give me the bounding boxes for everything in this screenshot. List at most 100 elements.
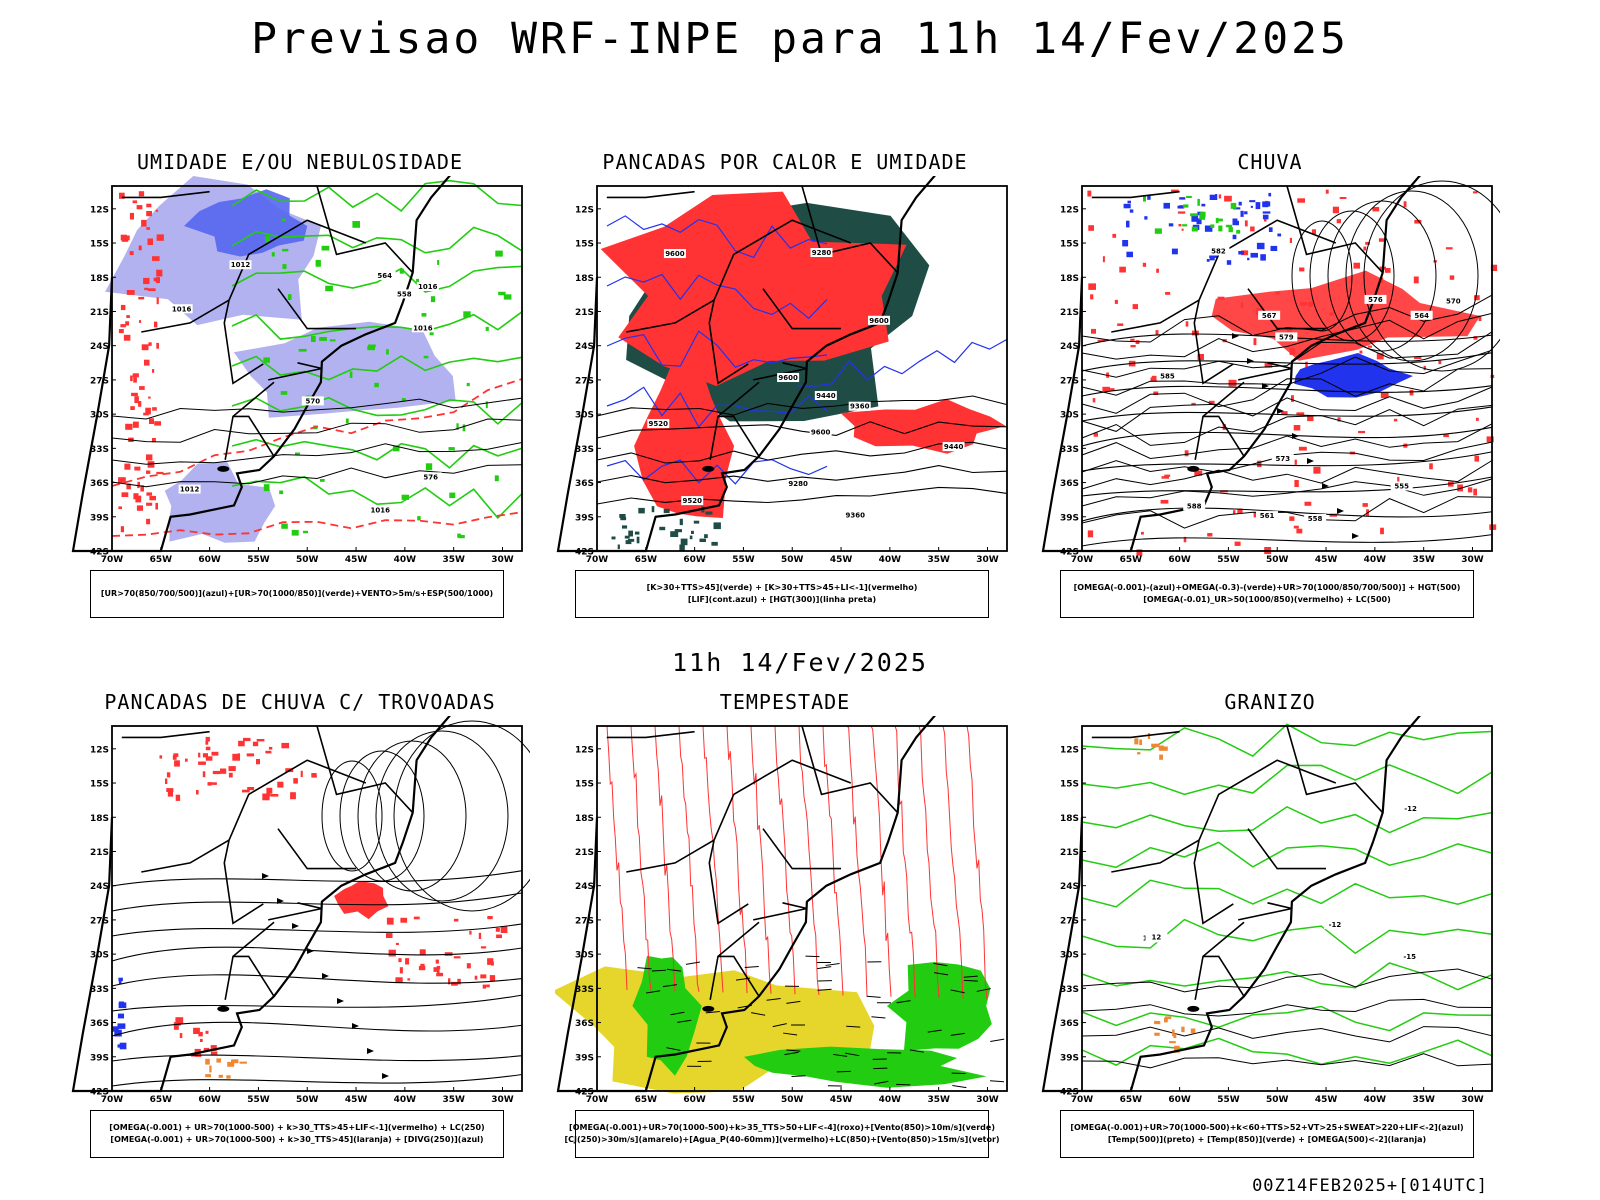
state-border [1203, 415, 1245, 457]
lon-label: 55W [247, 555, 270, 565]
contour-label: 582 [1211, 247, 1226, 255]
wind-arrow [262, 873, 269, 879]
lat-label: 21S [1060, 308, 1079, 318]
state-border [606, 190, 695, 199]
wind-arrow [1247, 358, 1254, 364]
contour-label: 9280 [812, 249, 832, 257]
state-border [233, 955, 275, 997]
lat-label: 39S [575, 513, 594, 523]
panel-trovoadas: PANCADAS DE CHUVA C/ TROVOADAS 12S 15S 18S… [70, 690, 530, 1160]
lon-label: 50W [296, 1095, 319, 1105]
map-background [112, 726, 522, 1091]
storm-speckles [386, 916, 508, 989]
panel-legend: [K>30+TTS>45](verde) + [K>30+TTS>45+LI<-… [575, 570, 989, 618]
lat-label: 36S [575, 479, 594, 489]
contour-label: 1016 [172, 305, 192, 313]
state-border [718, 955, 760, 997]
streamline [393, 720, 530, 912]
wind-arrow [382, 1073, 389, 1079]
panel-title: PANCADAS DE CHUVA C/ TROVOADAS [104, 690, 496, 714]
water-contour [894, 725, 916, 998]
lat-label: 39S [90, 513, 109, 523]
lat-label: 27S [575, 916, 594, 926]
streamline [111, 1054, 523, 1062]
contour-label: 585 [1160, 372, 1175, 380]
lat-label: 36S [90, 1019, 109, 1029]
state-border [606, 730, 695, 739]
state-border [1111, 299, 1200, 333]
contour-line [596, 395, 1008, 417]
panel-legend: [OMEGA(-0.001) + UR>70(1000-500) + k>30_… [90, 1110, 504, 1158]
state-border [1193, 299, 1234, 385]
wind-vector [772, 1023, 787, 1028]
wind-vector [927, 1029, 942, 1033]
lon-label: 65W [1120, 555, 1143, 565]
streamline [1081, 352, 1493, 372]
contour-label: 12 [1152, 934, 1162, 942]
temp500-contour [1081, 968, 1493, 993]
map-frame [596, 725, 1008, 1092]
lon-label: 45W [345, 1095, 368, 1105]
wind-vector [845, 1052, 860, 1057]
coastline [71, 176, 451, 553]
state-border [233, 415, 275, 457]
map-chuva[interactable]: 585 582 579 576 573 570 567 564 561 558 555 588 12S 1… [1040, 176, 1500, 566]
state-border [121, 190, 210, 199]
panel-title: CHUVA [1237, 150, 1303, 174]
map-granizo[interactable]: -12-15-12121212S15S18S21S24S27S30S33S36S… [1040, 716, 1500, 1106]
contour-line [596, 421, 1008, 439]
wind-area [632, 955, 702, 1076]
lon-label: 50W [1266, 555, 1289, 565]
wind-area [886, 962, 992, 1051]
lat-label: 27S [1060, 916, 1079, 926]
lat-label: 15S [575, 780, 594, 790]
legend-line: [OMEGA(-0.001)-(azul)+OMEGA(-0.3)-(verde… [1073, 583, 1461, 592]
map-pancadas-calor[interactable]: 9600 9600 9520 9440 9360 9280 9600 9520 9440 9360… [555, 176, 1015, 566]
lifted-index-contour [606, 330, 828, 369]
temp850-contour [1081, 962, 1493, 991]
wind-vector [751, 1012, 766, 1016]
moisture-contour [231, 396, 523, 425]
map-umidade[interactable]: 1012 1016 1016 1016 1016 1012 576 570 564 558 12S 1… [70, 176, 530, 566]
moisture-contour [231, 265, 523, 293]
state-border [1198, 219, 1337, 301]
wind-vector [817, 988, 832, 991]
lat-label: 15S [1060, 780, 1079, 790]
wind-arrow [1322, 483, 1329, 489]
lon-label: 45W [830, 1095, 853, 1105]
lon-label: 55W [247, 1095, 270, 1105]
state-border [223, 299, 264, 385]
lon-label: 65W [150, 1095, 173, 1105]
legend-line: [K>30+TTS>45](verde) + [K>30+TTS>45+LI<-… [646, 583, 918, 592]
wind-arrow [1277, 408, 1284, 414]
lat-label: 18S [1060, 814, 1079, 824]
state-border [753, 902, 808, 921]
lat-label: 15S [90, 780, 109, 790]
streamline [375, 730, 509, 902]
lat-label: 33S [1060, 985, 1079, 995]
wind-vector [677, 1019, 692, 1023]
wind-vector [825, 963, 840, 966]
wind-arrow [277, 898, 284, 904]
state-border [708, 839, 749, 925]
streamline [111, 1021, 523, 1037]
lon-label: 50W [781, 555, 804, 565]
temp850-contour [1081, 1005, 1493, 1032]
wind-vector [873, 1067, 888, 1070]
lat-label: 30S [90, 951, 109, 961]
lon-label: 30W [491, 1095, 514, 1105]
lat-label: 42S [575, 1088, 594, 1098]
lat-label: 39S [575, 1053, 594, 1063]
contour-label: -12 [1404, 805, 1417, 813]
lat-label: 39S [1060, 1053, 1079, 1063]
panel-title: TEMPESTADE [719, 690, 851, 714]
wind-vector [817, 966, 832, 970]
wind-vector [896, 1083, 911, 1086]
state-border [316, 185, 414, 274]
lat-label: 24S [1060, 342, 1079, 352]
panel-granizo: GRANIZO -12-15-12121212S15S18S21S24S27S3… [1040, 690, 1500, 1160]
state-border [228, 759, 367, 841]
state-border [1203, 955, 1245, 997]
